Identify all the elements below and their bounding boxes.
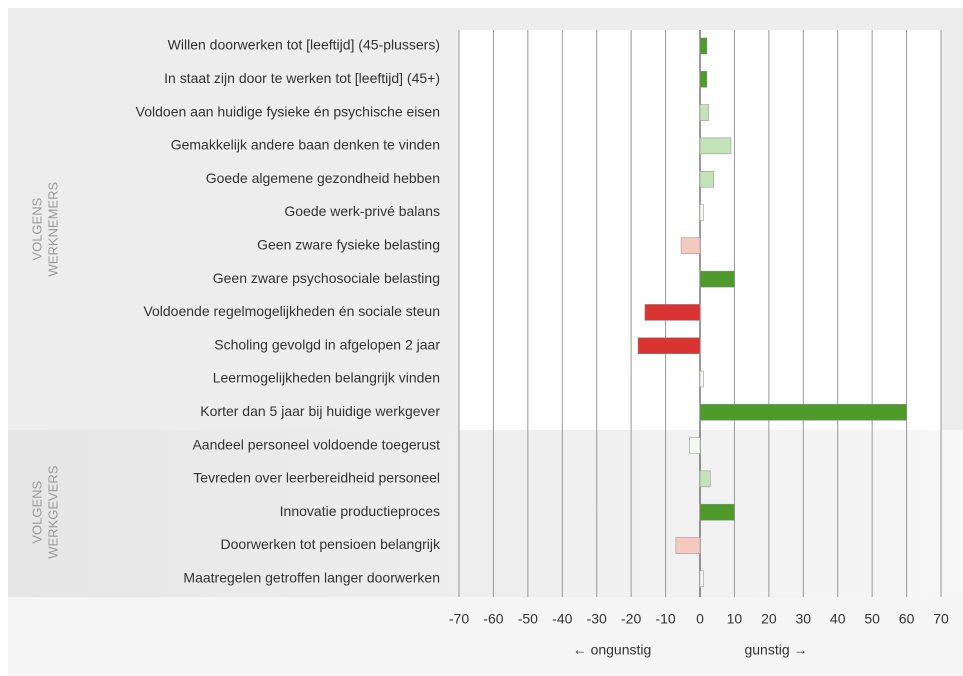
group-label: WERKNEMERS xyxy=(45,182,60,277)
annotation: gunstig → xyxy=(744,642,807,658)
x-tick-label: -50 xyxy=(518,611,538,627)
bar xyxy=(699,204,704,221)
bar xyxy=(699,170,715,188)
group-label: VOLGENS xyxy=(29,197,44,260)
y-tick-label: In staat zijn door te werken tot [leefti… xyxy=(164,70,440,86)
y-tick-label: Goede algemene gezondheid hebben xyxy=(206,170,440,186)
x-tick-label: -10 xyxy=(655,611,675,627)
group-label: VOLGENS xyxy=(29,480,44,543)
bar xyxy=(637,337,701,354)
y-tick-label: Voldoen aan huidige fysieke én psychisch… xyxy=(136,103,440,119)
y-tick-label: Gemakkelijk andere baan denken te vinden xyxy=(171,137,440,153)
bar xyxy=(689,437,701,454)
bar xyxy=(699,404,907,421)
y-tick-label: Innovatie productieproces xyxy=(280,503,440,519)
y-tick-label: Willen doorwerken tot [leeftijd] (45-plu… xyxy=(168,37,440,53)
bar xyxy=(699,270,735,288)
bar xyxy=(699,470,711,488)
y-tick-label: Korter dan 5 jaar bij huidige werkgever xyxy=(200,403,440,419)
bar xyxy=(699,570,704,588)
bar xyxy=(699,71,708,88)
bar xyxy=(644,304,701,321)
x-tick-label: -40 xyxy=(552,611,572,627)
bar xyxy=(699,370,704,388)
x-tick-label: -20 xyxy=(621,611,641,627)
y-tick-label: Aandeel personeel voldoende toegerust xyxy=(192,436,440,452)
bar xyxy=(699,104,709,121)
y-tick-label: Tevreden over leerbereidheid personeel xyxy=(193,470,440,486)
y-tick-label: Doorwerken tot pensioen belangrijk xyxy=(221,536,441,552)
y-tick-label: Goede werk-privé balans xyxy=(284,203,440,219)
x-tick-label: -70 xyxy=(449,611,469,627)
bar xyxy=(699,37,708,55)
x-tick-label: 20 xyxy=(761,611,777,627)
x-tick-label: -30 xyxy=(587,611,607,627)
annotation: ← ongunstig xyxy=(573,642,652,658)
axis-panel xyxy=(8,597,963,676)
y-tick-label: Leermogelijkheden belangrijk vinden xyxy=(213,370,440,386)
x-tick-label: 40 xyxy=(830,611,846,627)
y-tick-label: Scholing gevolgd in afgelopen 2 jaar xyxy=(214,336,440,352)
group-label: WERKGEVERS xyxy=(45,465,60,559)
bar xyxy=(680,237,701,255)
y-tick-label: Geen zware fysieke belasting xyxy=(257,237,440,253)
bar xyxy=(699,503,735,521)
x-tick-label: 10 xyxy=(727,611,743,627)
x-tick-label: 0 xyxy=(696,611,704,627)
x-tick-label: 70 xyxy=(933,611,949,627)
x-tick-label: -60 xyxy=(483,611,503,627)
x-tick-label: 30 xyxy=(795,611,811,627)
bar xyxy=(675,537,701,554)
y-tick-label: Maatregelen getroffen langer doorwerken xyxy=(183,570,440,586)
y-tick-label: Voldoende regelmogelijkheden én sociale … xyxy=(143,303,440,319)
x-tick-label: 50 xyxy=(864,611,880,627)
y-tick-label: Geen zware psychosociale belasting xyxy=(213,270,440,286)
employer-panel xyxy=(8,430,963,597)
bar xyxy=(699,137,732,155)
x-tick-label: 60 xyxy=(899,611,915,627)
